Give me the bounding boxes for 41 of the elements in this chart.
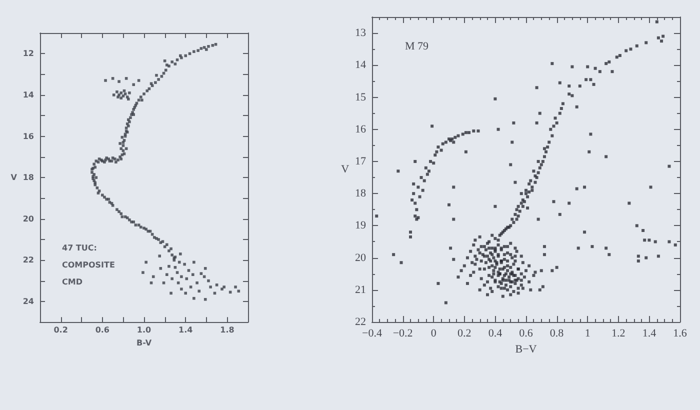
x-tick-label: 1.2 [612, 328, 626, 340]
y-tick-label: 19 [355, 220, 366, 232]
y-axis-title: V [10, 173, 18, 182]
x-tick-label: 1.4 [642, 328, 657, 340]
x-tick-label: 0.8 [550, 328, 564, 340]
annotation: COMPOSITE [62, 260, 115, 270]
x-tick-label: 0.4 [488, 328, 503, 340]
y-tick-label: 17 [355, 155, 366, 168]
x-tick-label: 1 [584, 328, 590, 340]
x-tick-label: 1.0 [136, 326, 152, 335]
x-tick-label: 0.2 [54, 326, 68, 335]
annotation: CMD [62, 278, 83, 286]
y-tick-label: 24 [22, 296, 34, 306]
y-tick-label: 22 [22, 256, 34, 265]
y-tick-label: 18 [22, 173, 34, 182]
x-tick-label: −0.2 [392, 328, 413, 340]
x-axis-title: B-V [136, 338, 152, 348]
x-tick-label: 0.6 [95, 326, 110, 335]
x-tick-label: 1.4 [178, 326, 194, 335]
y-tick-label: 22 [355, 316, 366, 328]
annotation: 47 TUC: [62, 244, 97, 252]
y-tick-label: 18 [355, 188, 366, 200]
y-tick-label: 14 [355, 59, 366, 72]
y-tick-label: 21 [355, 284, 366, 296]
y-tick-label: 16 [355, 123, 366, 136]
x-tick-label: 1.6 [673, 328, 688, 340]
x-tick-label: 0.6 [519, 328, 534, 340]
y-axis-title: V [341, 164, 350, 176]
y-tick-label: 14 [22, 90, 34, 100]
y-tick-label: 20 [22, 214, 34, 224]
annotation: M 79 [405, 40, 430, 52]
y-tick-label: 16 [22, 132, 34, 141]
y-tick-label: 15 [355, 91, 366, 104]
x-tick-label: 1.8 [220, 326, 235, 335]
x-tick-label: 0.2 [458, 328, 472, 340]
y-tick-label: 20 [355, 252, 366, 264]
y-tick-label: 12 [22, 49, 34, 58]
y-tick-label: 13 [355, 27, 366, 40]
x-axis-title: B−V [515, 343, 537, 356]
x-tick-label: 0 [430, 328, 437, 340]
x-tick-label: −0.4 [362, 328, 382, 340]
